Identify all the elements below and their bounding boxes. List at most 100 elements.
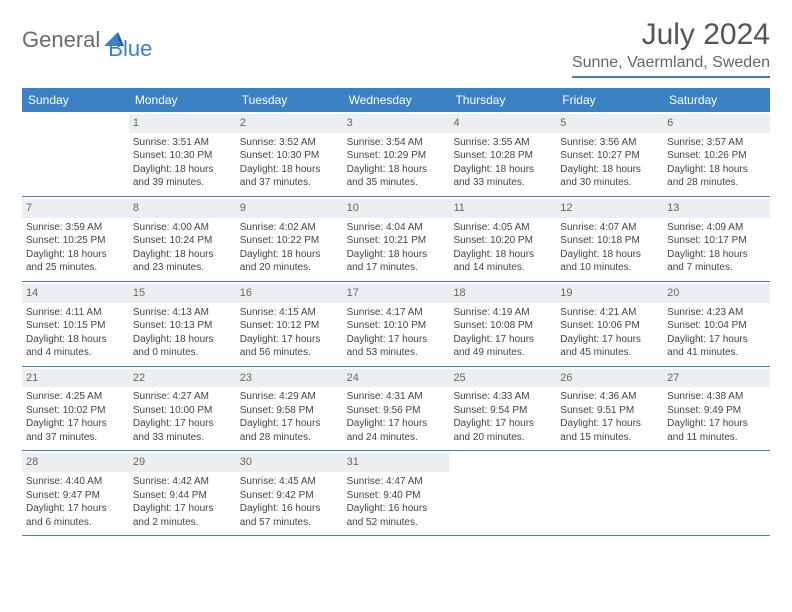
day-number: 28 [22, 453, 129, 472]
sunrise-text: Sunrise: 4:15 AM [240, 306, 339, 320]
sunset-text: Sunset: 10:08 PM [453, 319, 552, 333]
sunset-text: Sunset: 10:17 PM [667, 234, 766, 248]
day-number: 12 [556, 199, 663, 218]
title-block: July 2024 Sunne, Vaermland, Sweden [572, 18, 770, 78]
sunset-text: Sunset: 10:21 PM [347, 234, 446, 248]
calendar-day: 10Sunrise: 4:04 AMSunset: 10:21 PMDaylig… [343, 197, 450, 281]
sunrise-text: Sunrise: 4:13 AM [133, 306, 232, 320]
day-number: 16 [236, 284, 343, 303]
daylight-text: Daylight: 18 hours and 25 minutes. [26, 248, 125, 275]
sunset-text: Sunset: 10:20 PM [453, 234, 552, 248]
sunrise-text: Sunrise: 4:27 AM [133, 390, 232, 404]
sunset-text: Sunset: 9:56 PM [347, 404, 446, 418]
sunrise-text: Sunrise: 3:51 AM [133, 136, 232, 150]
sunset-text: Sunset: 10:15 PM [26, 319, 125, 333]
sunset-text: Sunset: 10:25 PM [26, 234, 125, 248]
day-number: 5 [556, 114, 663, 133]
sunset-text: Sunset: 9:51 PM [560, 404, 659, 418]
logo: General Blue [22, 18, 152, 62]
calendar-day [556, 451, 663, 535]
calendar-day: 7 Sunrise: 3:59 AMSunset: 10:25 PMDayligh… [22, 197, 129, 281]
sunset-text: Sunset: 10:10 PM [347, 319, 446, 333]
logo-text-general: General [22, 27, 100, 53]
daylight-text: Daylight: 18 hours and 39 minutes. [133, 163, 232, 190]
sunset-text: Sunset: 9:42 PM [240, 489, 339, 503]
sunrise-text: Sunrise: 4:04 AM [347, 221, 446, 235]
calendar-day: 4Sunrise: 3:55 AMSunset: 10:28 PMDayligh… [449, 112, 556, 196]
sunset-text: Sunset: 10:18 PM [560, 234, 659, 248]
sunrise-text: Sunrise: 4:09 AM [667, 221, 766, 235]
daylight-text: Daylight: 18 hours and 0 minutes. [133, 333, 232, 360]
calendar-day: 31Sunrise: 4:47 AMSunset: 9:40 PMDayligh… [343, 451, 450, 535]
sunset-text: Sunset: 10:04 PM [667, 319, 766, 333]
day-number: 6 [663, 114, 770, 133]
sunrise-text: Sunrise: 4:36 AM [560, 390, 659, 404]
day-number: 29 [129, 453, 236, 472]
sunset-text: Sunset: 10:28 PM [453, 149, 552, 163]
daylight-text: Daylight: 17 hours and 24 minutes. [347, 417, 446, 444]
day-number: 17 [343, 284, 450, 303]
calendar-day: 28Sunrise: 4:40 AMSunset: 9:47 PMDayligh… [22, 451, 129, 535]
sunset-text: Sunset: 10:02 PM [26, 404, 125, 418]
weekday-thursday: Thursday [449, 88, 556, 112]
calendar-day: 1Sunrise: 3:51 AMSunset: 10:30 PMDayligh… [129, 112, 236, 196]
calendar-day: 24Sunrise: 4:31 AMSunset: 9:56 PMDayligh… [343, 367, 450, 451]
calendar-day: 14Sunrise: 4:11 AMSunset: 10:15 PMDaylig… [22, 282, 129, 366]
day-number: 23 [236, 369, 343, 388]
daylight-text: Daylight: 17 hours and 37 minutes. [26, 417, 125, 444]
daylight-text: Daylight: 17 hours and 41 minutes. [667, 333, 766, 360]
daylight-text: Daylight: 17 hours and 56 minutes. [240, 333, 339, 360]
day-number: 30 [236, 453, 343, 472]
calendar-day: 21Sunrise: 4:25 AMSunset: 10:02 PMDaylig… [22, 367, 129, 451]
daylight-text: Daylight: 17 hours and 28 minutes. [240, 417, 339, 444]
day-number: 7 [22, 199, 129, 218]
sunrise-text: Sunrise: 4:38 AM [667, 390, 766, 404]
calendar-day: 16Sunrise: 4:15 AMSunset: 10:12 PMDaylig… [236, 282, 343, 366]
sunrise-text: Sunrise: 4:02 AM [240, 221, 339, 235]
sunrise-text: Sunrise: 4:45 AM [240, 475, 339, 489]
logo-text-blue: Blue [108, 36, 152, 62]
sunrise-text: Sunrise: 4:29 AM [240, 390, 339, 404]
calendar-day [22, 112, 129, 196]
sunrise-text: Sunrise: 4:47 AM [347, 475, 446, 489]
weekday-saturday: Saturday [663, 88, 770, 112]
sunset-text: Sunset: 10:24 PM [133, 234, 232, 248]
calendar-day: 18 Sunrise: 4:19 AMSunset: 10:08 PMDaylig… [449, 282, 556, 366]
day-number: 15 [129, 284, 236, 303]
sunrise-text: Sunrise: 3:57 AM [667, 136, 766, 150]
sunrise-text: Sunrise: 4:00 AM [133, 221, 232, 235]
calendar-week: 14Sunrise: 4:11 AMSunset: 10:15 PMDaylig… [22, 282, 770, 367]
sunset-text: Sunset: 10:27 PM [560, 149, 659, 163]
sunrise-text: Sunrise: 4:19 AM [453, 306, 552, 320]
calendar-day: 29Sunrise: 4:42 AMSunset: 9:44 PMDayligh… [129, 451, 236, 535]
calendar-day: 26Sunrise: 4:36 AMSunset: 9:51 PMDayligh… [556, 367, 663, 451]
calendar-day: 27Sunrise: 4:38 AMSunset: 9:49 PMDayligh… [663, 367, 770, 451]
calendar-week: 21Sunrise: 4:25 AMSunset: 10:02 PMDaylig… [22, 367, 770, 452]
calendar-day [449, 451, 556, 535]
day-number: 14 [22, 284, 129, 303]
sunrise-text: Sunrise: 4:21 AM [560, 306, 659, 320]
day-number: 8 [129, 199, 236, 218]
calendar-day: 20 Sunrise: 4:23 AMSunset: 10:04 PMDaylig… [663, 282, 770, 366]
sunset-text: Sunset: 10:00 PM [133, 404, 232, 418]
day-number: 20 [663, 284, 770, 303]
sunrise-text: Sunrise: 3:59 AM [26, 221, 125, 235]
sunrise-text: Sunrise: 4:23 AM [667, 306, 766, 320]
day-number: 21 [22, 369, 129, 388]
calendar-day: 23Sunrise: 4:29 AMSunset: 9:58 PMDayligh… [236, 367, 343, 451]
sunrise-text: Sunrise: 4:42 AM [133, 475, 232, 489]
sunset-text: Sunset: 9:44 PM [133, 489, 232, 503]
calendar-day: 25Sunrise: 4:33 AMSunset: 9:54 PMDayligh… [449, 367, 556, 451]
daylight-text: Daylight: 17 hours and 49 minutes. [453, 333, 552, 360]
weekday-monday: Monday [129, 88, 236, 112]
sunrise-text: Sunrise: 4:05 AM [453, 221, 552, 235]
weekday-header: Sunday Monday Tuesday Wednesday Thursday… [22, 88, 770, 112]
sunrise-text: Sunrise: 4:40 AM [26, 475, 125, 489]
day-number: 18 [449, 284, 556, 303]
daylight-text: Daylight: 18 hours and 35 minutes. [347, 163, 446, 190]
calendar-week: 28Sunrise: 4:40 AMSunset: 9:47 PMDayligh… [22, 451, 770, 536]
sunrise-text: Sunrise: 3:56 AM [560, 136, 659, 150]
sunset-text: Sunset: 10:22 PM [240, 234, 339, 248]
daylight-text: Daylight: 18 hours and 37 minutes. [240, 163, 339, 190]
sunrise-text: Sunrise: 4:07 AM [560, 221, 659, 235]
